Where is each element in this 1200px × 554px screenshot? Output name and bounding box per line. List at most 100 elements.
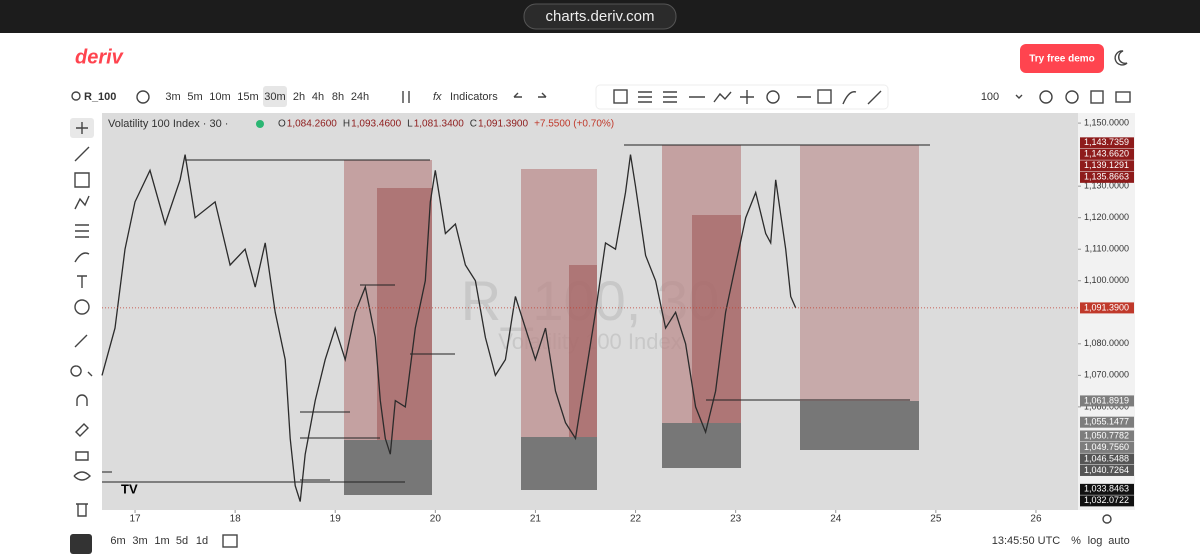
price-tag-label: 1,143.6620 [1084, 149, 1129, 159]
price-tag-label: 1,061.8919 [1084, 395, 1129, 405]
chart-type-icon[interactable] [402, 91, 410, 103]
price-tag-label: 1,135.8663 [1084, 172, 1129, 182]
price-tag-label: 1,091.3900 [1084, 302, 1129, 312]
interval[interactable]: 2h [293, 91, 305, 103]
ohlc-l: 1,081.3400 [414, 119, 464, 130]
indicators-icon: fx [433, 91, 442, 103]
scale-option[interactable]: auto [1108, 535, 1129, 547]
price-tag [1080, 160, 1134, 172]
y-tick-label: 1,100.0000 [1084, 275, 1129, 285]
logo[interactable]: deriv [75, 46, 125, 68]
price-tag-label: 1,046.5488 [1084, 453, 1129, 463]
chart-title: Volatility 100 Index · 30 · [108, 118, 228, 130]
x-tick-label: 22 [630, 514, 642, 525]
settings-dot[interactable] [1102, 514, 1112, 524]
x-tick-label: 21 [530, 514, 542, 525]
price-tag [1080, 441, 1134, 453]
cta-button[interactable] [1020, 44, 1104, 73]
price-tag [1080, 395, 1134, 407]
price-tag [1080, 464, 1134, 476]
scale-option[interactable]: % [1071, 535, 1081, 547]
horizontal-lines [102, 144, 930, 483]
ohlc-c-label: C [470, 119, 477, 130]
price-tag [1080, 171, 1134, 183]
price-tag-label: 1,050.7782 [1084, 430, 1129, 440]
add-icon[interactable] [136, 90, 150, 104]
price-tag-label: 1,139.1291 [1084, 160, 1129, 170]
live-dot [256, 120, 264, 128]
bottom-bar: 6m 3m 1m 5d 1d 13:45:50 UTC% log auto [110, 535, 1129, 547]
x-tick-label: 18 [230, 514, 242, 525]
position-zones [344, 145, 919, 495]
price-tag-label: 1,033.8463 [1084, 484, 1129, 494]
interval[interactable]: 3m [165, 91, 180, 103]
top-right-icons[interactable] [1039, 90, 1131, 104]
x-tick-label: 17 [129, 514, 141, 525]
ohlc-change: +7.5500 (+0.70%) [534, 119, 614, 130]
price-line [101, 154, 797, 502]
interval[interactable]: 15m [237, 91, 258, 103]
plot-layer [101, 154, 1078, 502]
price-tag-label: 1,055.1477 [1084, 417, 1129, 427]
interval[interactable]: 8h [332, 91, 344, 103]
y-tick-label: 1,070.0000 [1084, 370, 1129, 380]
price-tag-label: 1,143.7359 [1084, 137, 1129, 147]
interval[interactable]: 24h [351, 91, 369, 103]
zoom-level[interactable]: 100 [981, 91, 999, 103]
y-tick-label: 1,150.0000 [1084, 117, 1129, 127]
selected-interval-bg [263, 86, 287, 107]
ohlc-h-label: H [343, 119, 350, 130]
price-tag [1080, 148, 1134, 160]
y-tick-label: 1,130.0000 [1084, 181, 1129, 191]
indicators[interactable]: Indicators [450, 91, 498, 103]
range-button[interactable]: 3m [132, 535, 147, 547]
y-tick-label: 1,080.0000 [1084, 338, 1129, 348]
price-tag [1080, 416, 1134, 428]
price-tag [1080, 302, 1134, 314]
interval[interactable]: 30m [264, 91, 285, 103]
price-tag [1080, 453, 1134, 465]
ohlc-readout: O 1,084.2600 H 1,093.4600 L 1,081.3400 C 1,091.… [278, 119, 614, 130]
ohlc-l-label: L [407, 119, 413, 130]
url: charts.deriv.com [546, 8, 655, 25]
range-button[interactable]: 6m [110, 535, 125, 547]
ohlc-c: 1,091.3900 [478, 119, 528, 130]
search-icon[interactable] [71, 91, 81, 101]
range-button[interactable]: 1d [196, 535, 208, 547]
x-tick-label: 25 [930, 514, 942, 525]
x-tick-label: 20 [430, 514, 442, 525]
symbol[interactable]: R_100 [84, 91, 116, 103]
range-button[interactable]: 5d [176, 535, 188, 547]
drawing-tool-icons[interactable] [613, 89, 882, 105]
x-tick-label: 26 [1030, 514, 1042, 525]
interval[interactable]: 4h [312, 91, 324, 103]
price-tag-label: 1,040.7264 [1084, 465, 1129, 475]
clock: 13:45:50 UTC [992, 535, 1061, 547]
scale-option[interactable]: log [1088, 535, 1103, 547]
price-tag [1080, 430, 1134, 442]
range-button[interactable]: 1m [154, 535, 169, 547]
interval[interactable]: 10m [209, 91, 230, 103]
favorites[interactable] [70, 534, 92, 554]
interval[interactable]: 5m [187, 91, 202, 103]
y-tick-label: 1,120.0000 [1084, 212, 1129, 222]
x-tick-label: 23 [730, 514, 742, 525]
price-tag-label: 1,032.0722 [1084, 495, 1129, 505]
price-tag [1080, 137, 1134, 149]
ohlc-o-label: O [278, 119, 286, 130]
theme-toggle[interactable] [1114, 50, 1128, 66]
price-tag [1080, 483, 1134, 495]
x-tick-label: 19 [330, 514, 342, 525]
url-pill[interactable] [523, 3, 677, 30]
undo-redo[interactable] [513, 92, 547, 98]
left-tools[interactable] [70, 122, 93, 517]
zoom-caret[interactable] [1015, 94, 1023, 99]
x-tick-label: 24 [830, 514, 842, 525]
ohlc-o: 1,084.2600 [287, 119, 337, 130]
cta-text: Try free demo [1029, 54, 1095, 65]
y-tick-label: 1,110.0000 [1085, 244, 1129, 254]
price-tag-label: 1,049.7560 [1084, 442, 1129, 452]
date-picker[interactable] [222, 534, 238, 548]
